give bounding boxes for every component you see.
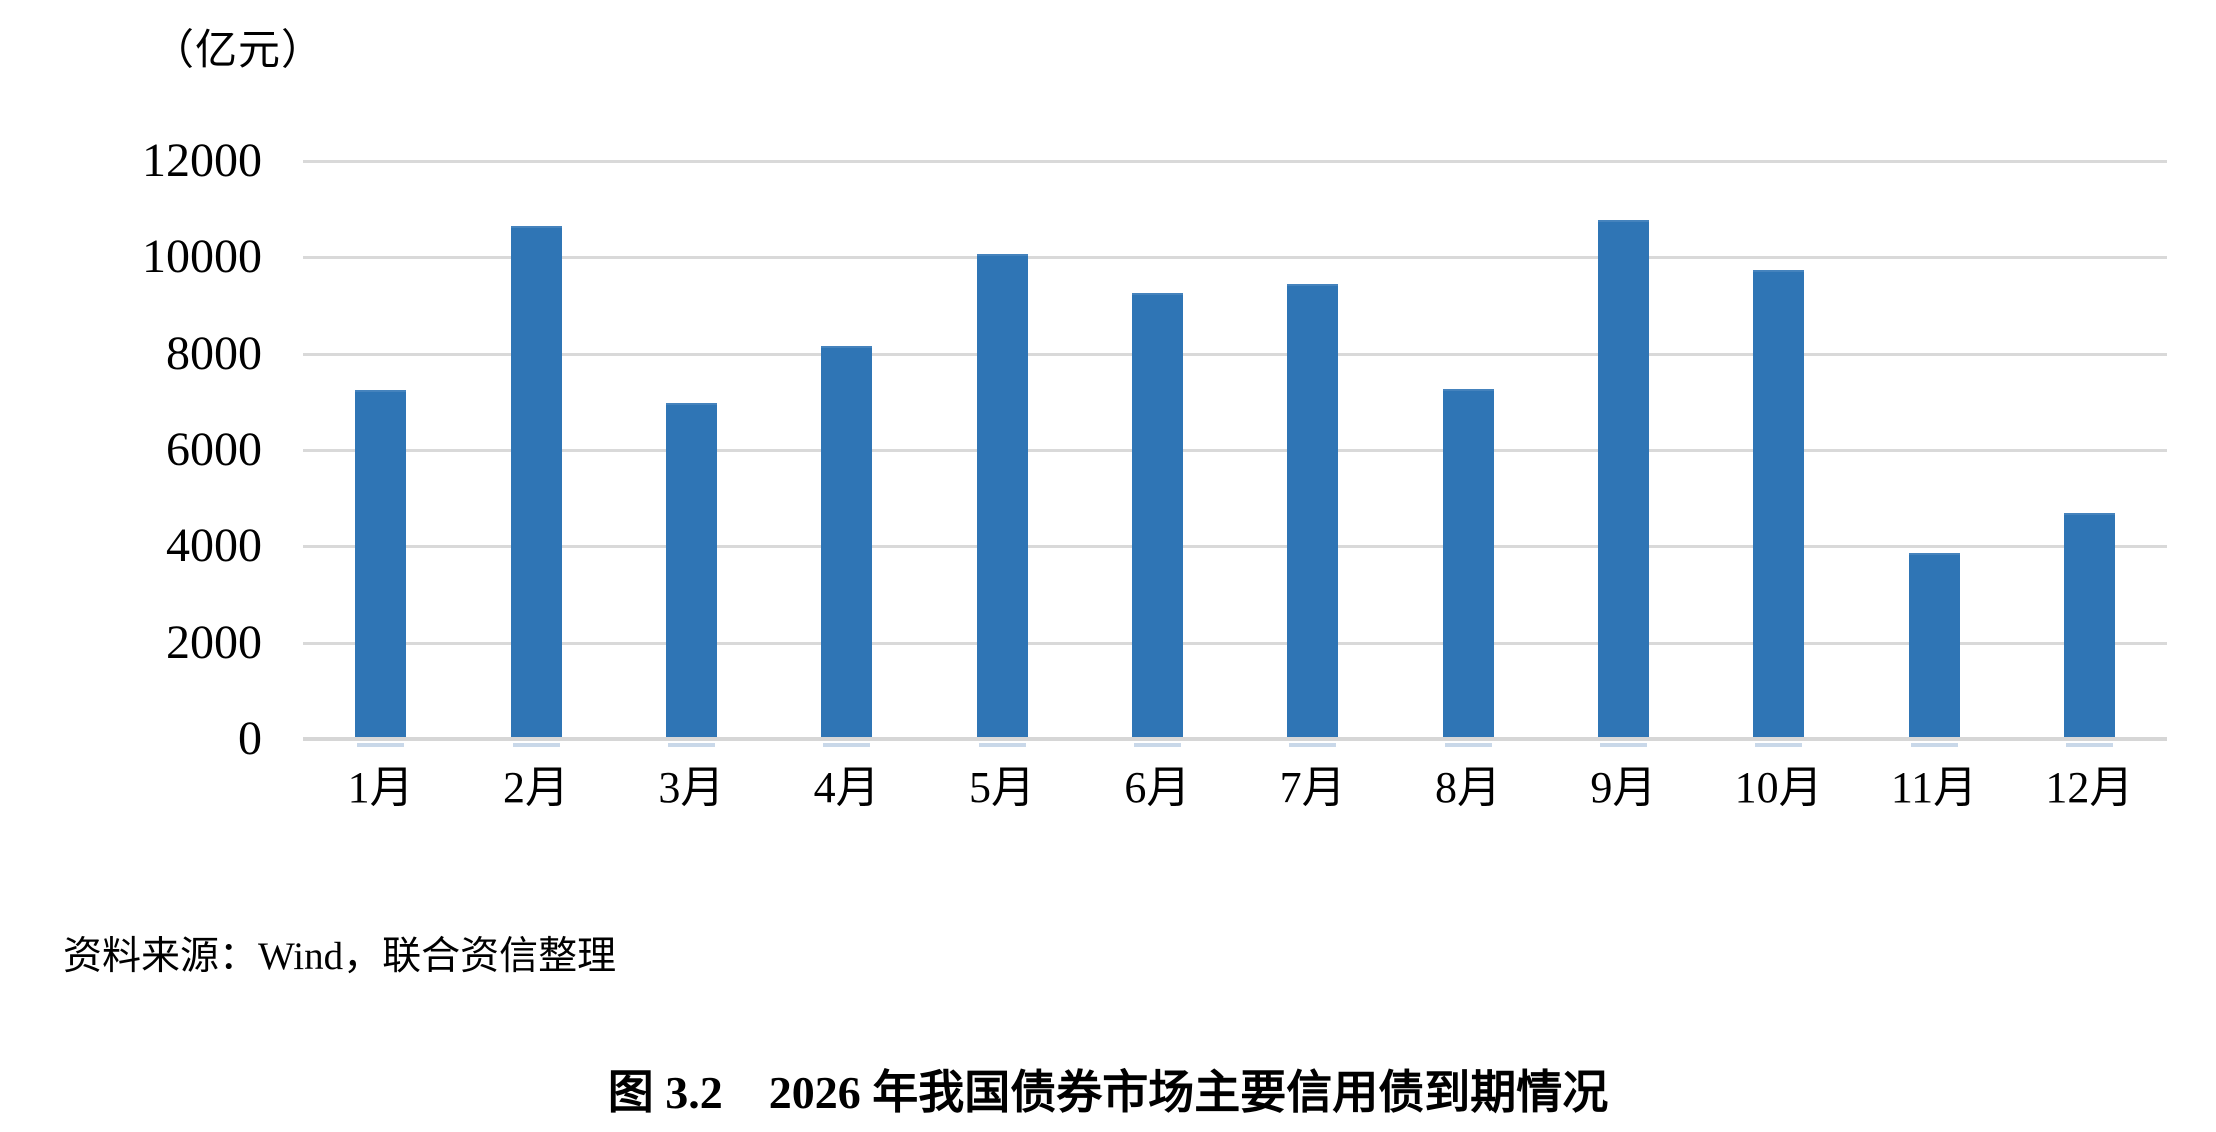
y-axis-unit-label: （亿元） xyxy=(152,28,325,74)
bar-3月 xyxy=(665,402,717,748)
figure-title: 图 3.2 2026 年我国债券市场主要信用债到期情况 xyxy=(607,1067,1609,1118)
x-axis-label: 1月 xyxy=(347,763,414,812)
y-tick-label: 12000 xyxy=(142,134,262,187)
x-axis: 1月 2月 3月 4月 5月 6月 7月 8月 9月 10月 11月 12月 xyxy=(303,763,2167,823)
x-axis-label: 4月 xyxy=(813,763,880,812)
x-axis-label: 7月 xyxy=(1279,763,1346,812)
y-tick-label: 6000 xyxy=(166,423,262,476)
x-axis-label: 3月 xyxy=(658,763,725,812)
x-axis-label: 5月 xyxy=(969,763,1035,812)
x-axis-label: 10月 xyxy=(1734,763,1823,812)
x-axis-label: 11月 xyxy=(1890,763,1978,812)
bar-7月 xyxy=(1287,284,1339,747)
gridline xyxy=(303,641,2167,645)
bar-6月 xyxy=(1131,292,1183,748)
y-tick-label: 8000 xyxy=(166,326,262,380)
y-tick-label: 10000 xyxy=(142,230,262,284)
bar-4月 xyxy=(821,346,873,747)
gridline xyxy=(303,352,2167,356)
bar-8月 xyxy=(1442,388,1494,748)
x-axis-label: 8月 xyxy=(1435,763,1501,812)
bar-5月 xyxy=(976,253,1028,748)
bar-2月 xyxy=(510,226,562,747)
x-axis-baseline xyxy=(303,737,2167,741)
x-axis-label: 12月 xyxy=(2045,763,2134,812)
y-tick-label: 2000 xyxy=(166,615,262,669)
x-axis-label: 2月 xyxy=(503,763,569,812)
x-axis-label: 9月 xyxy=(1590,763,1657,812)
gridline xyxy=(303,256,2167,260)
bar-1月 xyxy=(355,389,407,748)
bar-11月 xyxy=(1908,552,1960,748)
plot-area xyxy=(303,160,2167,748)
source-note: 资料来源：Wind，联合资信整理 xyxy=(63,935,617,978)
y-tick-label: 4000 xyxy=(166,519,262,573)
bar-12月 xyxy=(2063,512,2115,748)
x-axis-label: 6月 xyxy=(1124,763,1191,812)
y-axis: 0 2000 4000 6000 8000 10000 12000 xyxy=(0,137,262,763)
gridline xyxy=(303,545,2167,549)
gridline xyxy=(303,449,2167,452)
gridline xyxy=(303,160,2167,163)
bar-10月 xyxy=(1753,270,1805,747)
y-tick-label: 0 xyxy=(238,712,262,765)
bar-9月 xyxy=(1597,219,1649,748)
